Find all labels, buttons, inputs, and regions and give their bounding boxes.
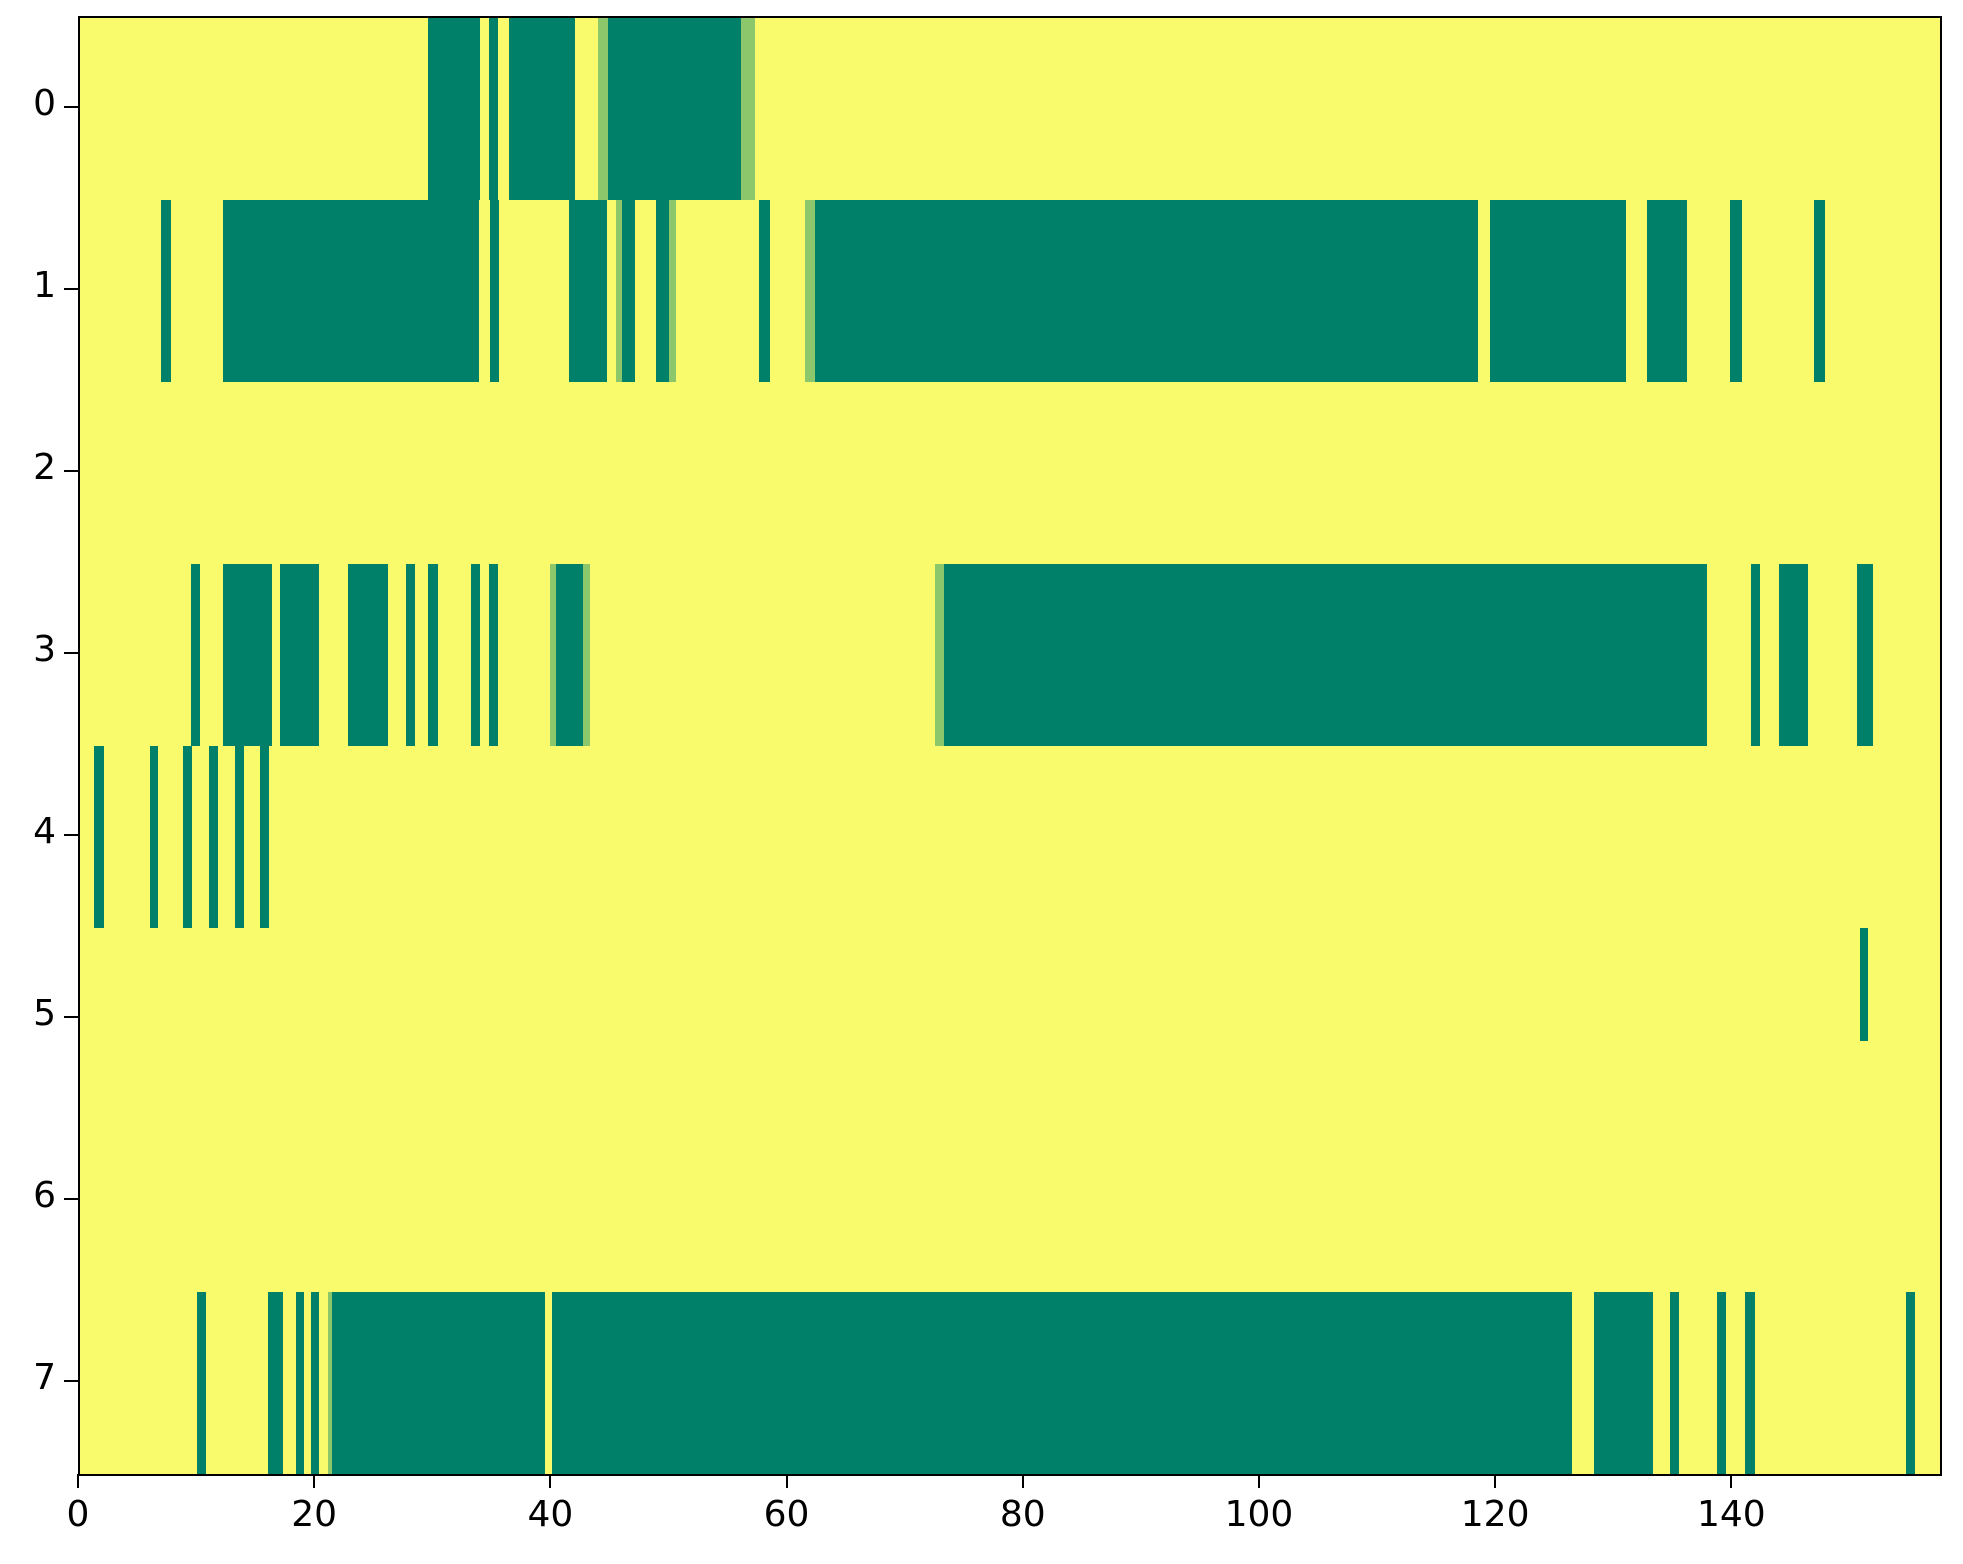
heatmap-segment xyxy=(182,746,193,928)
heatmap-segment xyxy=(489,200,500,382)
heatmap-segment xyxy=(208,746,219,928)
heatmap-segment xyxy=(1813,200,1826,382)
y-axis-tick-mark xyxy=(64,1198,78,1200)
y-axis-tick-mark xyxy=(64,288,78,290)
heatmap-segment xyxy=(1779,564,1808,746)
heatmap-segment xyxy=(1669,1292,1679,1474)
heatmap-segment xyxy=(1647,200,1688,382)
heatmap-segment xyxy=(1490,200,1626,382)
heatmap-segment xyxy=(550,564,556,746)
x-axis-tick-label: 80 xyxy=(999,1494,1046,1535)
x-axis-tick-mark xyxy=(77,1474,79,1488)
y-axis-tick-label: 3 xyxy=(33,629,56,670)
x-axis-tick-mark xyxy=(549,1474,552,1488)
heatmap-segment xyxy=(944,564,1708,746)
plot-area xyxy=(78,16,1942,1476)
heatmap-segment xyxy=(222,564,273,746)
x-axis-tick-mark xyxy=(1730,1474,1733,1488)
heatmap-segment xyxy=(191,564,201,746)
heatmap-segment xyxy=(1729,200,1742,382)
heatmap-segment xyxy=(935,564,945,746)
y-axis-tick-mark xyxy=(64,1016,78,1018)
heatmap-segment xyxy=(222,200,480,382)
heatmap-segment xyxy=(568,200,607,382)
x-axis-tick-label: 140 xyxy=(1696,1494,1766,1535)
y-axis-tick-label: 4 xyxy=(33,811,56,852)
heatmap-segment xyxy=(405,564,416,746)
x-axis-tick-mark xyxy=(785,1474,788,1488)
heatmap-segment xyxy=(1857,564,1873,746)
heatmap-segment xyxy=(622,200,636,382)
heatmap-segment xyxy=(1751,564,1761,746)
heatmap-segment xyxy=(331,1292,546,1474)
heatmap-segment xyxy=(259,746,269,928)
x-axis-tick-label: 20 xyxy=(291,1494,338,1535)
heatmap-segment xyxy=(488,18,499,200)
heatmap-segment xyxy=(428,564,438,746)
heatmap-segment xyxy=(1905,1292,1916,1474)
heatmap-segment xyxy=(669,200,677,382)
heatmap-segment xyxy=(161,200,171,382)
heatmap-segment xyxy=(1716,1292,1727,1474)
heatmap-segment xyxy=(552,1292,1572,1474)
heatmap-segment xyxy=(759,200,770,382)
y-axis-tick-mark xyxy=(64,106,78,108)
heatmap-segment xyxy=(149,746,158,928)
heatmap-segment xyxy=(555,564,584,746)
x-axis-tick-mark xyxy=(313,1474,316,1488)
x-axis-tick-label: 0 xyxy=(66,1494,90,1535)
heatmap-segment xyxy=(348,564,389,746)
heatmap-segment xyxy=(296,1292,305,1474)
heatmap-segment xyxy=(508,18,575,200)
y-axis-tick-label: 0 xyxy=(33,83,56,124)
heatmap-segment xyxy=(1859,928,1868,1041)
heatmap-segment xyxy=(328,1292,332,1474)
heatmap-segment xyxy=(470,564,481,746)
y-axis-tick-mark xyxy=(64,652,78,654)
y-axis-tick-label: 6 xyxy=(33,1175,56,1216)
x-axis-tick-mark xyxy=(1021,1474,1024,1488)
x-axis-tick-label: 40 xyxy=(527,1494,574,1535)
heatmap-segment xyxy=(196,1292,207,1474)
x-axis-tick-mark xyxy=(1257,1474,1260,1488)
y-axis-tick-label: 2 xyxy=(33,447,56,488)
heatmap-segment xyxy=(1593,1292,1654,1474)
heatmap-segment xyxy=(656,200,670,382)
x-axis-tick-label: 100 xyxy=(1224,1494,1294,1535)
heatmap-segment xyxy=(488,564,499,746)
heatmap-segment xyxy=(1745,1292,1755,1474)
y-axis-tick-label: 7 xyxy=(33,1357,56,1398)
y-axis-tick-mark xyxy=(64,1380,78,1382)
y-axis-tick-mark xyxy=(64,834,78,836)
x-axis-tick-label: 120 xyxy=(1460,1494,1530,1535)
heatmap-segment xyxy=(267,1292,284,1474)
heatmap-segment xyxy=(741,18,756,200)
heatmap-segment xyxy=(428,18,481,200)
y-axis-tick-label: 1 xyxy=(33,265,56,306)
heatmap-segment xyxy=(94,746,104,928)
heatmap-segment xyxy=(279,564,319,746)
heatmap-segment xyxy=(814,200,1479,382)
heatmap-segment xyxy=(598,18,608,200)
heatmap-segment xyxy=(311,1292,319,1474)
heatmap-segment xyxy=(607,18,742,200)
x-axis-tick-mark xyxy=(1494,1474,1497,1488)
y-axis-tick-mark xyxy=(64,470,78,472)
heatmap-segment xyxy=(234,746,245,928)
heatmap-segment xyxy=(616,200,623,382)
y-axis-tick-label: 5 xyxy=(33,993,56,1034)
x-axis-tick-label: 60 xyxy=(763,1494,810,1535)
heatmap-segment xyxy=(583,564,591,746)
heatmap-segment xyxy=(805,200,815,382)
